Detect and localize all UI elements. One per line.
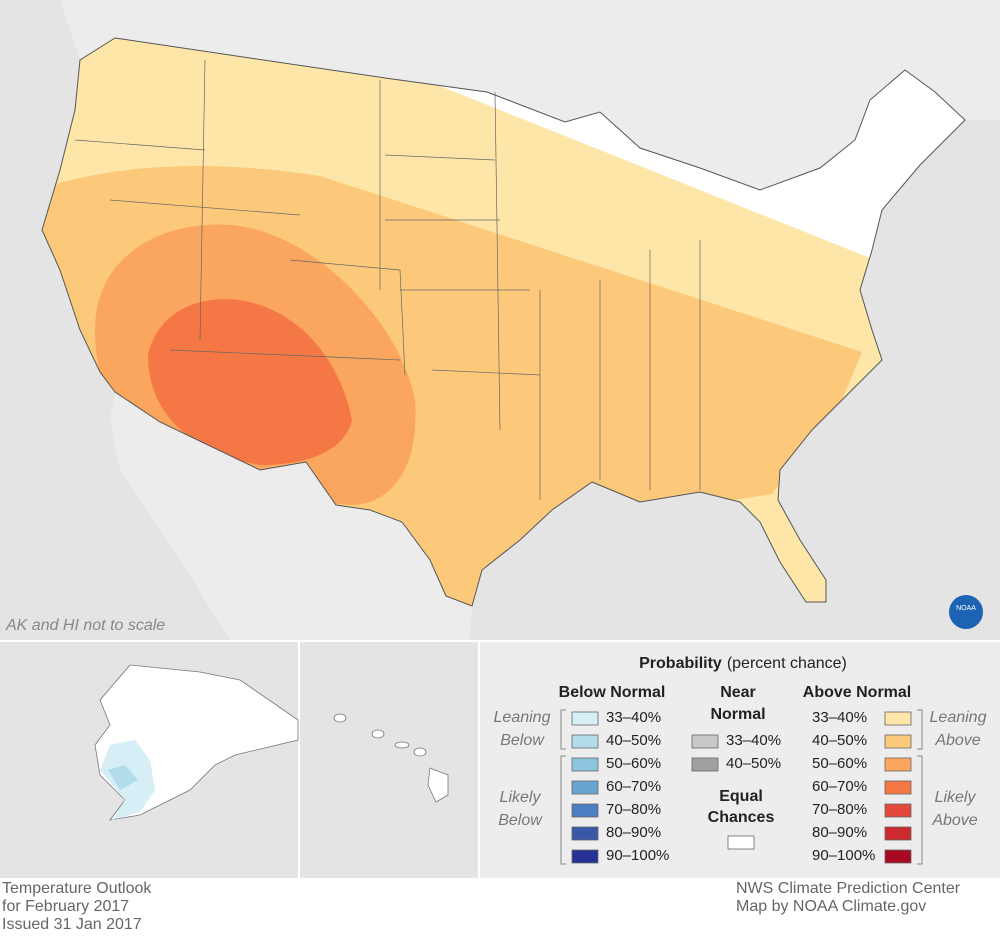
swatch xyxy=(884,734,912,749)
hawaii xyxy=(333,713,449,803)
us-outline xyxy=(41,37,966,607)
near-heading: Near xyxy=(720,684,756,701)
swatch xyxy=(884,826,912,841)
group-label: Leaning xyxy=(930,709,987,726)
footer-left: Temperature Outlook xyxy=(2,880,152,897)
swatch xyxy=(884,757,912,772)
swatch xyxy=(884,780,912,795)
range-label: 90–100% xyxy=(606,847,669,864)
legend-subtitle: (percent chance) xyxy=(727,655,847,672)
swatch xyxy=(571,757,599,772)
swatch xyxy=(571,849,599,864)
range-label: 80–90% xyxy=(812,824,867,841)
above-heading: Above Normal xyxy=(803,684,911,701)
group-label: Above xyxy=(931,812,977,829)
swatch xyxy=(571,711,599,726)
swatch xyxy=(884,803,912,818)
legend: Below Normal 33–40% 40–50% 50–60% 60–70% 70–8… xyxy=(494,684,987,865)
footer-right: NWS Climate Prediction Center xyxy=(736,880,961,897)
range-label: 70–80% xyxy=(606,801,661,818)
alaska-below-40-50 xyxy=(108,765,138,790)
group-label: Above xyxy=(934,732,980,749)
legend-title-main: Probability xyxy=(639,655,722,672)
below-heading: Below Normal xyxy=(559,684,666,701)
swatch xyxy=(884,711,912,726)
logo-text: NOAA xyxy=(956,605,976,612)
legend-title: Probability (percent chance) xyxy=(639,655,847,672)
group-label: Likely xyxy=(500,789,542,806)
scale-note: AK and HI not to scale xyxy=(5,617,165,634)
near-heading: Normal xyxy=(710,706,765,723)
footer-right: Map by NOAA Climate.gov xyxy=(736,898,926,915)
range-label: 70–80% xyxy=(812,801,867,818)
equal-heading: Chances xyxy=(708,809,775,826)
range-label: 33–40% xyxy=(606,709,661,726)
footer-left: for February 2017 xyxy=(2,898,129,915)
group-label: Likely xyxy=(935,789,977,806)
range-label: 80–90% xyxy=(606,824,661,841)
swatch xyxy=(571,734,599,749)
noaa-logo xyxy=(949,595,983,629)
range-label: 33–40% xyxy=(726,732,781,749)
group-label: Below xyxy=(498,812,543,829)
region-60-70 xyxy=(148,299,352,465)
swatch xyxy=(884,849,912,864)
brackets xyxy=(560,709,923,865)
range-label: 40–50% xyxy=(726,755,781,772)
range-label: 60–70% xyxy=(812,778,867,795)
swatch xyxy=(727,835,755,850)
group-label: Leaning xyxy=(494,709,551,726)
canada xyxy=(60,0,1000,190)
range-label: 40–50% xyxy=(606,732,661,749)
hawaii-panel xyxy=(300,642,478,878)
swatch xyxy=(571,803,599,818)
range-label: 33–40% xyxy=(812,709,867,726)
swatch xyxy=(571,780,599,795)
range-label: 50–60% xyxy=(606,755,661,772)
mexico xyxy=(110,392,472,640)
swatch xyxy=(691,757,719,772)
range-label: 60–70% xyxy=(606,778,661,795)
equal-heading: Equal xyxy=(719,788,763,805)
range-label: 40–50% xyxy=(812,732,867,749)
state-lines xyxy=(74,59,701,500)
range-label: 50–60% xyxy=(812,755,867,772)
swatch xyxy=(691,734,719,749)
swatch xyxy=(571,826,599,841)
group-label: Below xyxy=(500,732,545,749)
range-label: 90–100% xyxy=(812,847,875,864)
footer-left: Issued 31 Jan 2017 xyxy=(2,916,142,933)
